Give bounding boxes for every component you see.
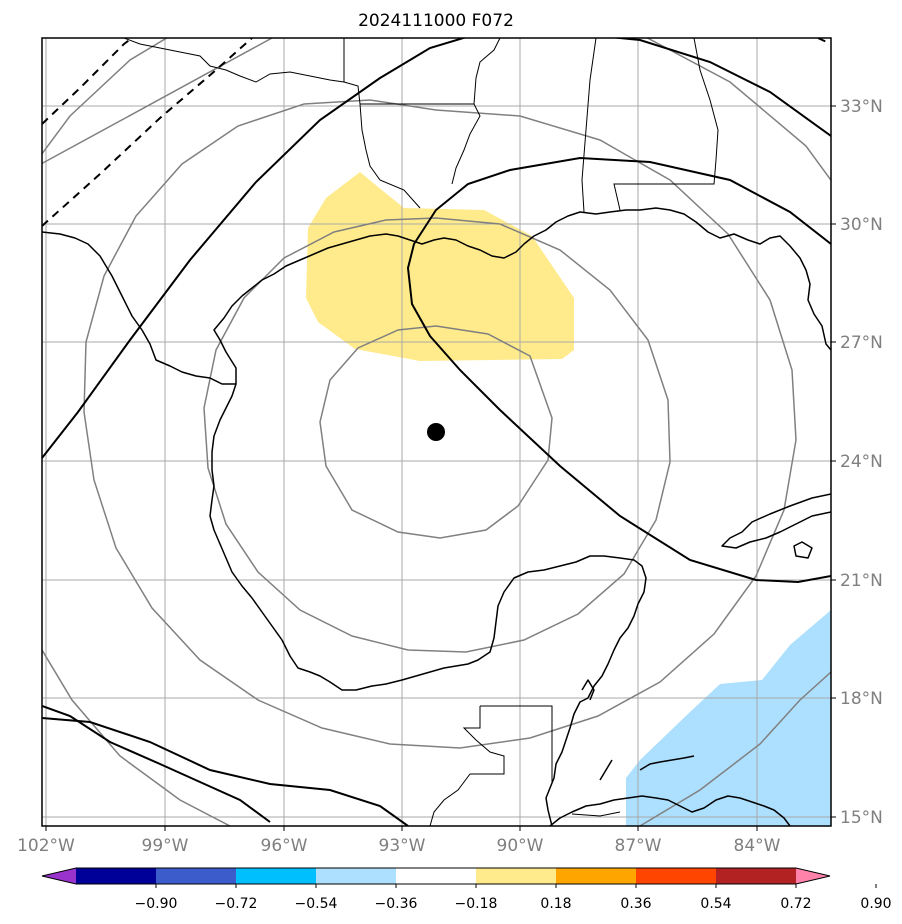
lat-label-24: 24°N: [840, 452, 883, 472]
colorbar-label: 0.72: [780, 896, 811, 912]
lon-label-90: 90°W: [497, 836, 544, 856]
cuba-coast: [721, 493, 831, 549]
range-ring-inner: [319, 325, 553, 539]
colorbar-labels: −0.90 −0.72 −0.54 −0.36 −0.18 0.18 0.36 0.54 0.7…: [135, 884, 892, 912]
colorbar-label: −0.90: [135, 896, 178, 912]
positive-shaded-region: [306, 172, 574, 361]
negative-shaded-region: [626, 610, 831, 826]
colorbar-swatch: [396, 868, 477, 884]
colorbar-swatch: [636, 868, 717, 884]
colorbar-label: −0.72: [215, 896, 258, 912]
lat-labels: 33°N 30°N 27°N 24°N 21°N 18°N 15°N: [840, 97, 883, 828]
lon-label-96: 96°W: [261, 836, 308, 856]
colorbar-label: −0.54: [295, 896, 338, 912]
graticule: [42, 38, 831, 826]
lat-label-18: 18°N: [840, 689, 883, 709]
colorbar: −0.90 −0.72 −0.54 −0.36 −0.18 0.18 0.36 0.54 0.7…: [41, 867, 892, 912]
lat-label-33: 33°N: [840, 97, 883, 117]
central-america-coast: [549, 795, 791, 826]
range-ring-2: [203, 217, 671, 653]
colorbar-swatch: [236, 868, 317, 884]
lon-labels: 102°W 99°W 96°W 93°W 90°W 87°W 84°W: [17, 836, 781, 856]
colorbar-swatch: [156, 868, 237, 884]
map-title: 2024111000 F072: [358, 11, 514, 31]
colorbar-label: 0.36: [620, 896, 651, 912]
colorbar-outline: [41, 867, 831, 885]
colorbar-label: 0.18: [540, 896, 571, 912]
lon-label-102: 102°W: [17, 836, 75, 856]
colorbar-extend-min: [42, 868, 76, 884]
lat-label-27: 27°N: [840, 333, 883, 353]
contour-east-arc: [406, 156, 831, 584]
lon-label-84: 84°W: [734, 836, 781, 856]
map-frame: [41, 37, 832, 827]
contour-south: [42, 717, 409, 826]
lat-label-21: 21°N: [840, 571, 883, 591]
range-rings: [42, 38, 831, 826]
colorbar-swatch: [476, 868, 557, 884]
lat-ticks: [831, 105, 836, 818]
lat-label-15: 15°N: [840, 808, 883, 828]
lon-label-99: 99°W: [142, 836, 189, 856]
contour-dashed-1: [42, 38, 133, 125]
colorbar-swatches: [42, 868, 830, 884]
us-gulf-coast: [42, 207, 831, 385]
colorbar-label: −0.36: [375, 896, 418, 912]
map-content: [42, 38, 831, 826]
range-ring-outer: [42, 38, 831, 182]
colorbar-extend-max: [796, 868, 830, 884]
colorbar-swatch: [556, 868, 637, 884]
colorbar-swatch: [316, 868, 397, 884]
lon-label-93: 93°W: [379, 836, 426, 856]
colorbar-swatch: [76, 868, 157, 884]
contour-dashed-2: [42, 38, 253, 227]
colorbar-label: 0.90: [860, 896, 891, 912]
coastline: [42, 207, 831, 826]
lon-label-87: 87°W: [615, 836, 662, 856]
colorbar-label: 0.54: [700, 896, 731, 912]
storm-center-marker: [427, 423, 445, 441]
colorbar-swatch: [716, 868, 797, 884]
lon-ticks: [45, 826, 758, 831]
political-borders: [123, 38, 719, 826]
colorbar-label: −0.18: [455, 896, 498, 912]
lat-label-30: 30°N: [840, 215, 883, 235]
range-ring-3: [83, 99, 797, 749]
